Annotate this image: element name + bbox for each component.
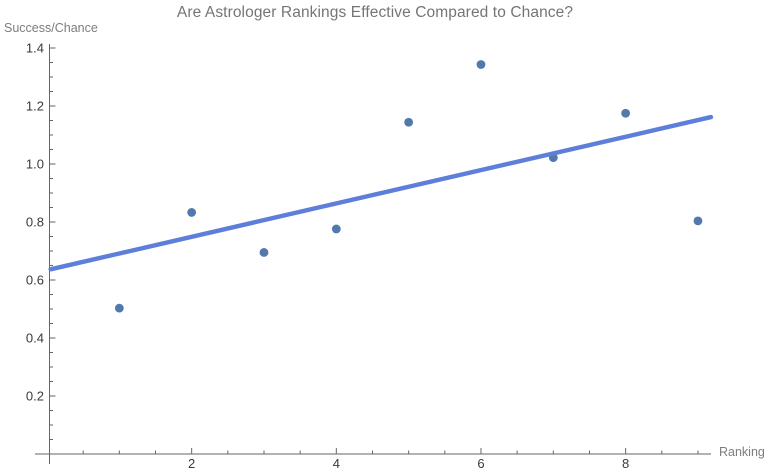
x-tick-label: 6 [477,456,484,471]
x-tick-label: 8 [622,456,629,471]
y-tick-label: 0.2 [26,389,44,404]
fit-line [48,114,714,272]
y-tick-label: 1.4 [26,41,44,56]
x-tick-label: 4 [333,456,340,471]
y-tick-label: 0.4 [26,331,44,346]
data-point [621,108,631,118]
y-tick-label: 0.6 [26,273,44,288]
data-point [187,208,197,217]
data-point [693,216,703,226]
y-axis-label: Success/Chance [4,21,98,35]
data-point [114,303,124,313]
y-tick-label: 1.2 [26,99,44,114]
chart-title: Are Astrologer Rankings Effective Compar… [176,4,574,21]
data-point [404,117,414,127]
y-tick-label: 1.0 [26,157,44,172]
data-point [259,248,269,257]
x-tick-label: 2 [188,456,195,471]
y-tick-label: 0.8 [26,215,44,230]
data-point [476,60,486,69]
data-point [331,224,341,234]
x-axis-label: Ranking [719,445,765,459]
